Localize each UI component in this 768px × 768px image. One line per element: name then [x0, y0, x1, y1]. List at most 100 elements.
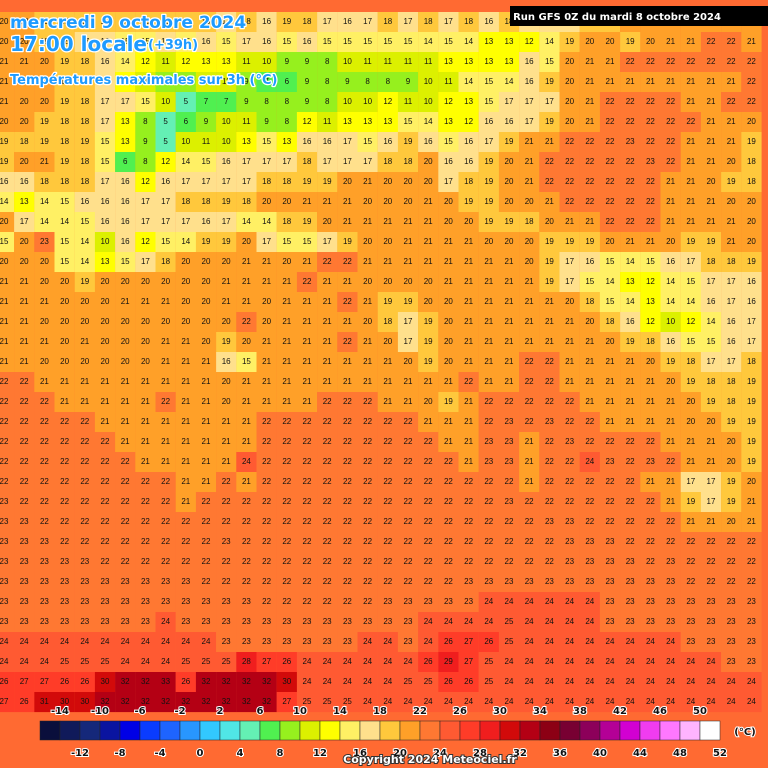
temp-cell	[397, 632, 419, 653]
temp-cell	[438, 632, 459, 653]
temp-cell	[478, 412, 499, 433]
temp-value: 9	[305, 97, 310, 106]
temp-cell	[478, 512, 499, 533]
temp-value: 16	[747, 297, 756, 306]
temp-value: 23	[686, 597, 695, 606]
temp-cell	[135, 512, 156, 533]
temp-value: 20	[686, 397, 695, 406]
temp-cell	[276, 452, 297, 473]
temp-value: 22	[20, 417, 29, 426]
temp-cell	[34, 532, 55, 553]
temp-cell	[640, 212, 661, 233]
temp-cell	[115, 632, 136, 653]
temp-cell	[599, 572, 621, 593]
temp-cell	[539, 552, 560, 573]
temp-cell	[599, 612, 621, 633]
temp-cell	[741, 272, 762, 293]
temp-value: 20	[141, 317, 150, 326]
temp-cell	[195, 592, 217, 613]
temp-value: 20	[505, 237, 514, 246]
temp-cell	[377, 192, 398, 213]
temp-value: 21	[727, 137, 736, 146]
temp-cell	[559, 452, 580, 473]
temp-value: 25	[222, 657, 231, 666]
temp-cell	[660, 592, 681, 613]
temp-value: 21	[222, 277, 231, 286]
temp-cell	[74, 672, 95, 693]
temp-value: 18	[464, 177, 473, 186]
temp-value: 21	[242, 397, 251, 406]
temp-cell	[418, 372, 439, 393]
temp-value: 20	[161, 317, 170, 326]
temp-value: 23	[565, 517, 574, 526]
temp-value: 25	[303, 697, 312, 706]
temp-cell	[317, 332, 338, 353]
temp-cell	[115, 452, 136, 473]
temp-cell	[94, 472, 116, 493]
temp-value: 21	[40, 377, 49, 386]
temp-value: 17	[323, 237, 332, 246]
temp-cell	[559, 32, 580, 53]
temp-cell	[741, 252, 762, 273]
temp-cell	[397, 392, 419, 413]
temp-value: 23	[646, 617, 655, 626]
temp-cell	[519, 232, 540, 253]
temp-value: 27	[262, 657, 271, 666]
temp-value: 20	[181, 317, 190, 326]
temp-cell	[438, 192, 459, 213]
temp-value: 23	[141, 577, 150, 586]
temp-value: 22	[282, 457, 291, 466]
temp-value: 14	[464, 37, 473, 46]
temp-value: 22	[60, 417, 69, 426]
temp-cell	[741, 652, 762, 673]
temp-cell	[599, 72, 621, 93]
temp-cell	[135, 12, 156, 33]
temp-cell	[599, 692, 621, 713]
temp-cell	[721, 572, 742, 593]
temp-value: 22	[545, 357, 554, 366]
temp-value: 21	[646, 77, 655, 86]
temp-value: 22	[242, 557, 251, 566]
temp-value: 12	[181, 57, 190, 66]
temp-value: 8	[143, 157, 148, 166]
temp-value: 22	[525, 417, 534, 426]
temp-cell	[256, 472, 277, 493]
temp-cell	[216, 32, 237, 53]
temp-value: 20	[505, 177, 514, 186]
temp-value: 21	[121, 417, 130, 426]
temp-value: 21	[222, 437, 231, 446]
temp-cell	[579, 212, 600, 233]
temp-cell	[357, 652, 378, 673]
temp-value: 23	[505, 577, 514, 586]
temp-cell	[620, 452, 641, 473]
legend-tick-label: -6	[134, 706, 145, 717]
temp-value: 23	[606, 617, 615, 626]
temp-cell	[660, 572, 681, 593]
legend-swatch	[559, 720, 581, 741]
temp-value: 24	[464, 697, 473, 706]
temp-value: 23	[181, 617, 190, 626]
temp-value: 17	[343, 137, 352, 146]
temp-value: 23	[666, 557, 675, 566]
temp-cell	[397, 172, 419, 193]
temp-cell	[195, 92, 217, 113]
temp-value: 21	[727, 217, 736, 226]
temp-cell	[498, 212, 520, 233]
temp-cell	[397, 592, 419, 613]
temp-value: 11	[404, 97, 413, 106]
temp-cell	[357, 152, 378, 173]
temp-cell	[317, 432, 338, 453]
temp-cell	[700, 372, 722, 393]
temp-value: 20	[585, 317, 594, 326]
temp-cell	[256, 512, 277, 533]
temp-cell	[276, 532, 297, 553]
temp-cell	[377, 292, 398, 313]
temp-value: 11	[323, 117, 332, 126]
temp-value: 23	[646, 457, 655, 466]
temp-value: 21	[363, 177, 372, 186]
temp-value: 21	[464, 437, 473, 446]
temp-cell	[337, 92, 358, 113]
temp-value: 22	[747, 557, 756, 566]
temp-cell	[54, 192, 75, 213]
temp-cell	[34, 572, 55, 593]
